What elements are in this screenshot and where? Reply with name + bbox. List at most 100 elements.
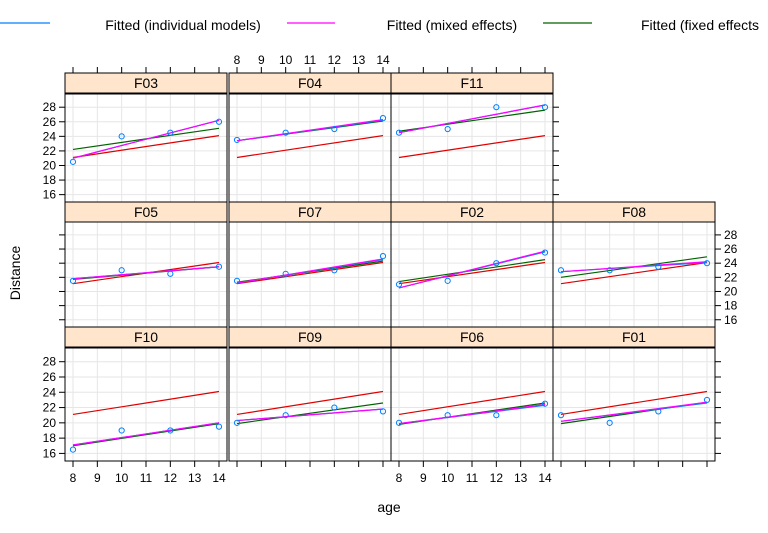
data-point [69,158,77,165]
data-point [69,277,77,284]
data-point [655,408,662,415]
mixed-fit-line [398,250,546,289]
data-point [118,427,125,434]
y-axis-left [59,234,65,321]
x-tick-label: 10 [279,53,293,67]
x-tick-label: 10 [115,471,129,485]
y-tick-label: 26 [43,370,57,384]
x-axis-ticks-top [398,67,546,73]
x-tick-label: 10 [441,471,455,485]
mixed-fit-line [398,403,546,425]
legend-label: Fitted (fixed effects [641,17,759,33]
population-fit-line [398,390,546,416]
x-tick-label: 8 [70,471,77,485]
x-tick-label: 9 [258,53,265,67]
population-fit-line [560,261,708,285]
x-tick-label: 12 [328,53,342,67]
panel-strip-label: F06 [460,329,484,345]
y-tick-label: 22 [43,144,57,158]
data-point [379,115,387,122]
x-tick-label: 8 [396,471,403,485]
grid [229,94,391,202]
x-axis-ticks-top [72,67,220,73]
data-point [69,446,77,453]
legend-label: Fitted (mixed effects) [387,17,517,33]
data-point [444,277,451,284]
x-tick-label: 13 [352,53,366,67]
data-point [557,412,565,419]
data-point [379,408,387,415]
panel-f05: F05 [64,201,228,328]
data-point [331,404,338,411]
y-tick-label: 26 [724,242,738,256]
data-point [167,129,174,136]
y-tick-label: 28 [43,355,57,369]
mixed-fit-line [560,401,708,422]
data-point [703,396,711,404]
x-tick-label: 11 [304,53,317,67]
y-tick-label: 28 [724,228,738,242]
panel-strip-label: F03 [134,75,158,91]
panel-f03: F03 [64,72,228,203]
axes: 8 9 10 11 12 13 14 8 9 10 11 12 13 148 9 10 11 12 13 141618… [43,53,738,485]
data-point [541,104,549,111]
population-fit-line [72,135,220,159]
fixed-fit-line [398,259,546,283]
data-point [395,281,403,288]
data-point [233,419,241,426]
data-point [606,267,613,274]
panel-strip-label: F09 [298,329,322,345]
data-point [379,253,387,260]
data-point [444,412,451,419]
y-tick-label: 26 [43,115,57,129]
fixed-fit-line [236,402,384,425]
x-tick-label: 13 [188,471,202,485]
grid [391,94,553,202]
data-point [395,129,403,136]
panel-f10: F10 [64,326,228,462]
panel-strip-label: F05 [134,204,158,220]
data-point [331,267,338,274]
x-tick-label: 8 [234,53,241,67]
panels: F03 F04 F11 F05 F07 F02 F08 F10 F09 F06 F01 [64,72,716,462]
data-point [233,136,241,144]
panel-f04: F04 [228,72,392,203]
mixed-fit-line [72,266,220,280]
panel-f01: F01 [552,326,716,462]
y-axis-title: Distance [7,246,23,301]
population-fit-line [72,390,220,416]
panel-strip [64,326,228,348]
data-point [282,270,289,277]
y-tick-label: 16 [43,188,57,202]
mixed-fit-line [72,119,220,159]
data-point [215,423,223,430]
mixed-fit-line [236,258,384,284]
panel-strip-label: F08 [622,204,646,220]
x-tick-label: 14 [538,471,552,485]
y-tick-label: 20 [43,416,57,430]
data-point [233,277,241,284]
data-point [541,249,549,256]
data-point [395,419,403,426]
y-tick-label: 24 [724,256,738,270]
data-point [493,104,500,111]
data-point [118,267,125,274]
mixed-fit-line [236,408,384,422]
grid [229,348,391,461]
panel-f11: F11 [390,72,554,203]
y-tick-label: 22 [724,270,738,284]
fixed-fit-line [72,423,220,447]
x-tick-label: 12 [490,471,504,485]
x-tick-label: 9 [94,471,101,485]
grid [65,94,227,202]
data-point [444,125,451,133]
legend-entry: Fitted (individual models) [0,17,261,33]
legend-label: Fitted (individual models) [105,17,261,33]
x-tick-label: 11 [140,471,153,485]
data-point [282,412,289,419]
data-point [541,400,549,407]
y-tick-label: 28 [43,100,57,114]
